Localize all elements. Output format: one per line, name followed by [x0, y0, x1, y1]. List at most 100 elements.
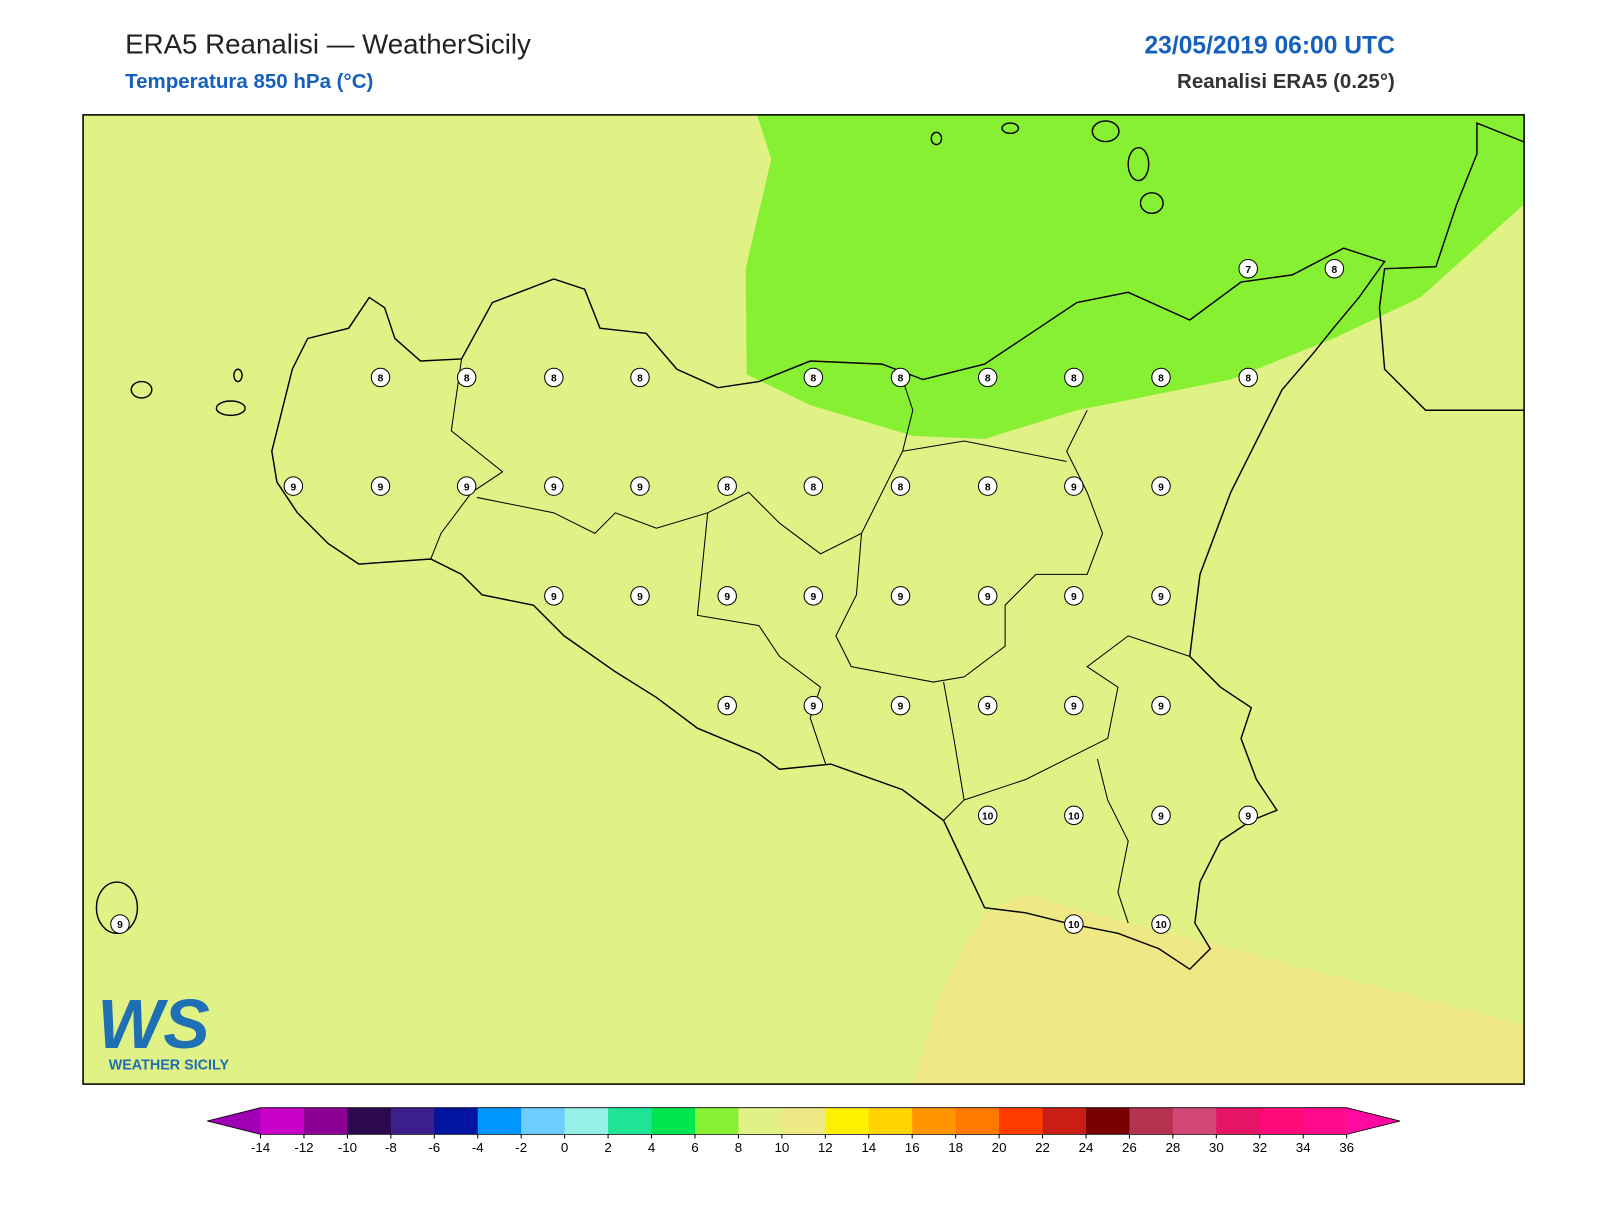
point-marker [1151, 476, 1171, 496]
colorbar-segment [564, 1107, 609, 1135]
colorbar-segment [521, 1107, 566, 1135]
colorbar-tick-label: -4 [472, 1140, 484, 1155]
colorbar-tick-label: 16 [905, 1140, 920, 1155]
point-value: 9 [724, 702, 730, 713]
province-borders [430, 358, 1190, 924]
point-marker [1151, 695, 1171, 716]
colorbar-segment [1303, 1107, 1348, 1135]
colorbar-segment [1042, 1107, 1087, 1135]
point-marker [803, 586, 824, 606]
point-marker [1064, 695, 1084, 716]
point-marker [890, 586, 911, 606]
colorbar-tick-label: 24 [1079, 1140, 1094, 1155]
colorbar: -14 -12 -10 -8 -6 -4 -2 0 2 4 6 8 10 12 14 16 18 20 22 24 26… [207, 1107, 1401, 1155]
point-marker [803, 695, 824, 716]
colorbar-segment [608, 1107, 653, 1135]
point-marker [977, 476, 998, 496]
point-marker [803, 476, 824, 496]
map-frame [82, 114, 1525, 1085]
colorbar-tick-label: 6 [691, 1140, 698, 1155]
point-marker [1238, 805, 1258, 826]
point-value: 8 [985, 482, 991, 493]
colorbar-tick-label: 18 [948, 1140, 963, 1155]
colorbar-segment [825, 1107, 870, 1135]
colorbar-tick-label: -10 [338, 1140, 357, 1155]
colorbar-tick-label: 32 [1252, 1140, 1267, 1155]
point-marker [1151, 914, 1171, 934]
field-10-12 [912, 894, 1525, 1085]
point-marker [977, 586, 998, 606]
point-value: 9 [898, 592, 904, 603]
colorbar-segment [781, 1107, 826, 1135]
point-marker [1324, 258, 1345, 279]
colorbar-tick-label: -14 [251, 1140, 271, 1155]
point-marker [1238, 367, 1258, 388]
point-value: 8 [464, 374, 470, 385]
point-marker [456, 476, 477, 496]
point-value: 8 [637, 374, 643, 385]
point-marker [890, 367, 911, 388]
point-value: 10 [982, 811, 994, 822]
point-value: 10 [1068, 920, 1080, 931]
colorbar-tick-label: 2 [604, 1140, 611, 1155]
point-marker [1064, 586, 1084, 606]
colorbar-segment [1172, 1107, 1217, 1135]
point-marker [370, 476, 391, 496]
point-value: 8 [810, 482, 816, 493]
colorbar-extend-high [1346, 1107, 1400, 1135]
colorbar-segment [738, 1107, 783, 1135]
point-marker [370, 367, 391, 388]
colorbar-tick-label: 0 [561, 1140, 568, 1155]
colorbar-tick-label: 22 [1035, 1140, 1050, 1155]
point-value: 7 [1245, 265, 1251, 276]
colorbar-tick-label: 12 [818, 1140, 833, 1155]
point-marker [890, 476, 911, 496]
point-value: 9 [1071, 592, 1077, 603]
point-value: 9 [117, 920, 123, 931]
point-marker [1151, 586, 1171, 606]
point-marker [717, 586, 737, 606]
point-value: 8 [898, 374, 904, 385]
point-value: 8 [810, 374, 816, 385]
colorbar-segment [1259, 1107, 1304, 1135]
colorbar-tick-label: 28 [1165, 1140, 1180, 1155]
point-marker [544, 476, 564, 496]
point-value: 8 [551, 374, 557, 385]
colorbar-segment [1085, 1107, 1130, 1135]
point-value: 9 [1158, 811, 1164, 822]
point-marker [977, 805, 998, 826]
point-value: 9 [637, 482, 643, 493]
colorbar-tick-label: 14 [861, 1140, 876, 1155]
colorbar-tick-label: 30 [1209, 1140, 1224, 1155]
colorbar-segment [912, 1107, 957, 1135]
point-value: 9 [637, 592, 643, 603]
calabria-coast [1378, 122, 1525, 411]
colorbar-tick-label: 20 [992, 1140, 1007, 1155]
point-value: 9 [1071, 702, 1077, 713]
colorbar-segment [694, 1107, 739, 1135]
point-value: 9 [898, 702, 904, 713]
source: Reanalisi ERA5 (0.25°) [1177, 70, 1395, 93]
point-value: 10 [1068, 811, 1080, 822]
point-value: 9 [985, 592, 991, 603]
colorbar-tick-label: -8 [385, 1140, 397, 1155]
point-marker [1064, 476, 1084, 496]
point-marker [1151, 805, 1171, 826]
colorbar-segment [477, 1107, 522, 1135]
point-value: 9 [810, 592, 816, 603]
point-marker [890, 695, 911, 716]
point-marker [977, 695, 998, 716]
colorbar-segment [651, 1107, 696, 1135]
point-marker [544, 586, 564, 606]
logo: WS WEATHER SICILY [97, 985, 229, 1074]
colorbar-tick-label: 36 [1339, 1140, 1354, 1155]
point-marker [544, 367, 564, 388]
colorbar-tick-label: -2 [515, 1140, 527, 1155]
colorbar-tick-label: 26 [1122, 1140, 1137, 1155]
point-value: 9 [724, 592, 730, 603]
colorbar-segment [999, 1107, 1044, 1135]
point-marker [456, 367, 477, 388]
point-marker [1151, 367, 1171, 388]
point-marker [283, 476, 304, 496]
point-marker [717, 476, 737, 496]
